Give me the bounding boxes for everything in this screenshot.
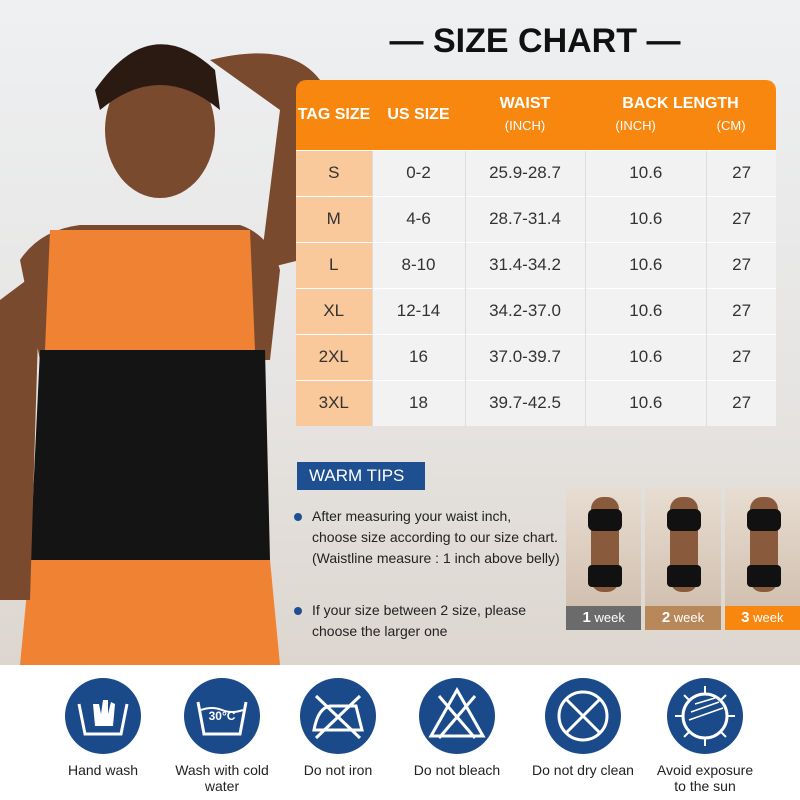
cell-inch: 10.6 [584,149,707,196]
cell-cm: 27 [706,333,776,380]
cell-waist: 25.9-28.7 [464,149,585,196]
no-bleach-icon [419,678,495,754]
cell-inch: 10.6 [584,195,707,242]
waist-label: WAIST [499,94,551,112]
header-us-size: US SIZE [372,80,465,150]
warm-tips-badge: WARM TIPS [297,462,425,490]
top [746,509,781,531]
week-label: 1 week [566,606,642,630]
top [588,509,622,531]
cell-us: 18 [371,379,465,426]
bullet-icon [294,607,302,615]
cell-tag: 3XL [296,379,372,426]
back-cm-unit: (CM) [716,117,746,133]
care-label: Do not iron [303,762,373,778]
week-number: 2 [661,609,671,626]
table-header: TAG SIZE US SIZE WAIST (INCH) BACK LENGTH… [296,80,776,150]
avoid-sun-icon [667,678,743,754]
waist-unit: (INCH) [504,117,546,133]
no-dry-clean-icon [545,678,621,754]
table-row: XL 12-14 34.2-37.0 10.6 27 [296,287,776,334]
bullet-icon [294,513,302,521]
care-item: Hand wash [48,678,158,778]
cell-us: 4-6 [371,195,465,242]
title-text: SIZE CHART [433,22,637,60]
cell-inch: 10.6 [584,287,707,334]
header-tag-size: TAG SIZE [296,80,372,150]
table-row: M 4-6 28.7-31.4 10.6 27 [296,195,776,242]
back-length-label: BACK LENGTH [622,94,739,112]
care-label: Wash with cold water [175,762,269,794]
cell-cm: 27 [706,379,776,426]
cell-inch: 10.6 [584,241,707,288]
hand-wash-icon [65,678,141,754]
cell-us: 0-2 [371,149,465,196]
page-title: — SIZE CHART — [389,22,681,60]
progress-photos: 1 week 2 week 3 week [566,487,800,630]
cell-inch: 10.6 [584,333,707,380]
care-label: Do not dry clean [532,762,634,778]
care-item: Avoid exposure to the sun [650,678,760,794]
care-label: Avoid exposure to the sun [656,762,754,794]
header-back-length: BACK LENGTH (INCH) (CM) [585,80,776,150]
week-unit: week [594,610,625,625]
progress-photo: 2 week [645,487,721,630]
table-row: L 8-10 31.4-34.2 10.6 27 [296,241,776,288]
no-iron-icon [300,678,376,754]
cell-waist: 37.0-39.7 [464,333,585,380]
size-table: TAG SIZE US SIZE WAIST (INCH) BACK LENGTH… [296,80,776,426]
cell-us: 8-10 [371,241,465,288]
shorts [588,565,622,587]
shorts [746,565,781,587]
care-item: 30°C Wash with cold water [167,678,277,794]
tip-text: If your size between 2 size, please choo… [312,602,527,639]
model-photo [0,44,320,665]
cell-cm: 27 [706,287,776,334]
cold-wash-icon: 30°C [184,678,260,754]
cell-waist: 34.2-37.0 [464,287,585,334]
care-label: Hand wash [67,762,139,778]
table-row: 3XL 18 39.7-42.5 10.6 27 [296,379,776,426]
cell-waist: 31.4-34.2 [464,241,585,288]
tip-item: After measuring your waist inch, choose … [290,506,560,569]
cell-cm: 27 [706,195,776,242]
week-unit: week [673,610,705,625]
shorts [667,565,702,587]
back-inch-unit: (INCH) [615,117,656,133]
care-item: Do not iron [283,678,393,778]
cell-tag: XL [296,287,372,334]
cell-us: 16 [371,333,465,380]
cell-tag: S [296,149,372,196]
progress-photo: 1 week [566,487,642,630]
cell-cm: 27 [706,241,776,288]
week-label: 3 week [724,606,800,630]
progress-photo: 3 week [724,487,800,630]
tip-item: If your size between 2 size, please choo… [290,600,560,642]
week-number: 1 [582,609,591,626]
week-number: 3 [741,609,750,626]
cell-us: 12-14 [371,287,465,334]
table-row: 2XL 16 37.0-39.7 10.6 27 [296,333,776,380]
week-unit: week [753,610,784,625]
cell-tag: M [296,195,372,242]
top [667,509,702,531]
cell-tag: L [296,241,372,288]
week-label: 2 week [645,606,721,630]
cell-cm: 27 [706,149,776,196]
care-label: Do not bleach [413,762,501,778]
cell-waist: 28.7-31.4 [464,195,585,242]
tip-text: After measuring your waist inch, choose … [312,508,560,566]
cell-inch: 10.6 [584,379,707,426]
care-item: Do not dry clean [528,678,638,778]
table-row: S 0-2 25.9-28.7 10.6 27 [296,149,776,196]
temperature: 30°C [209,709,236,723]
care-item: Do not bleach [402,678,512,778]
cell-waist: 39.7-42.5 [464,379,585,426]
header-waist: WAIST (INCH) [465,80,585,150]
cell-tag: 2XL [296,333,372,380]
